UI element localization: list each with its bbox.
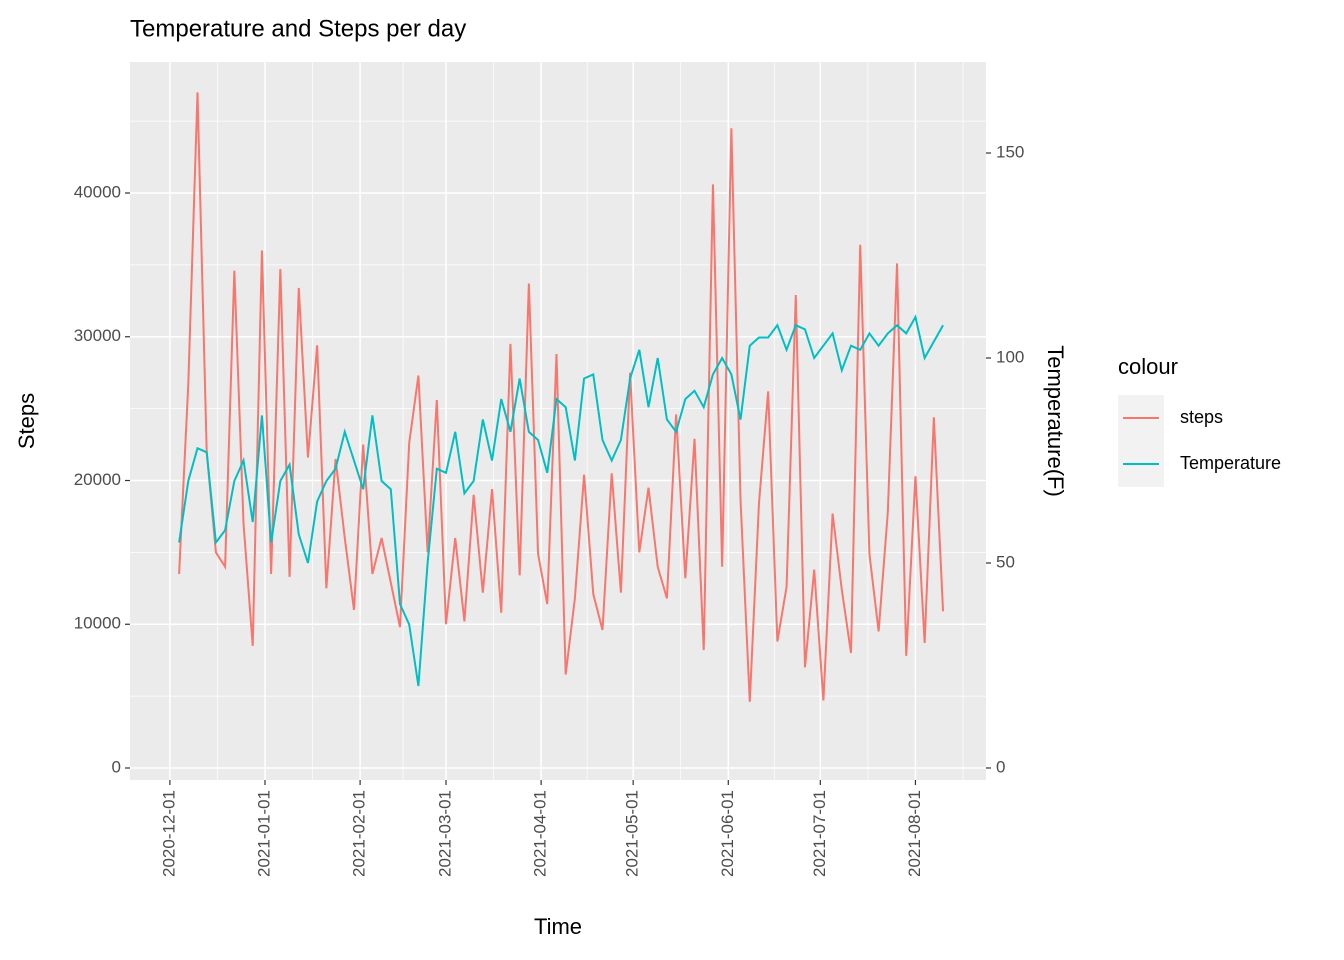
chart-title: Temperature and Steps per day bbox=[130, 15, 466, 42]
y-tick-label: 0 bbox=[112, 757, 121, 776]
y-tick-label: 40000 bbox=[74, 182, 121, 201]
x-tick-label: 2021-03-01 bbox=[435, 790, 454, 877]
x-tick-label: 2021-01-01 bbox=[254, 790, 273, 877]
x-tick-label: 2021-07-01 bbox=[810, 790, 829, 877]
y-tick-label: 30000 bbox=[74, 326, 121, 345]
x-tick-label: 2021-06-01 bbox=[718, 790, 737, 877]
y-tick-label: 10000 bbox=[74, 614, 121, 633]
y2-tick-label: 0 bbox=[996, 757, 1005, 776]
series-line bbox=[178, 314, 944, 687]
y2-axis-title: Temperature(F) bbox=[1043, 345, 1068, 497]
x-tick-label: 2021-04-01 bbox=[531, 790, 550, 877]
legend-label: steps bbox=[1180, 407, 1223, 427]
x-tick-label: 2020-12-01 bbox=[159, 790, 178, 877]
x-tick-label: 2021-02-01 bbox=[350, 790, 369, 877]
x-tick-label: 2021-05-01 bbox=[623, 790, 642, 877]
y2-tick-label: 150 bbox=[996, 143, 1024, 162]
y-tick-label: 20000 bbox=[74, 470, 121, 489]
x-axis-title: Time bbox=[534, 914, 582, 939]
y2-tick-label: 100 bbox=[996, 347, 1024, 366]
y-axis-title: Steps bbox=[14, 393, 39, 449]
x-tick-label: 2021-08-01 bbox=[905, 790, 924, 877]
y2-tick-label: 50 bbox=[996, 552, 1015, 571]
legend-label: Temperature bbox=[1180, 453, 1281, 473]
series-line bbox=[178, 92, 945, 702]
legend-title: colour bbox=[1118, 354, 1178, 379]
